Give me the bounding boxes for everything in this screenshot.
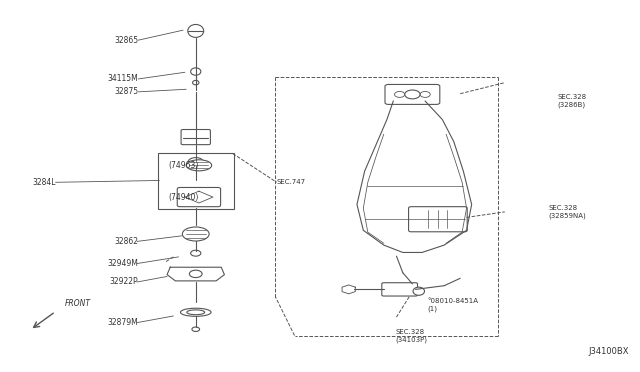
Ellipse shape [413,287,424,295]
Text: 3284L: 3284L [32,178,56,187]
FancyBboxPatch shape [181,129,211,145]
Text: SEC.328
(34103P): SEC.328 (34103P) [395,328,427,343]
Circle shape [394,92,404,97]
Ellipse shape [191,68,201,75]
FancyBboxPatch shape [177,187,221,207]
Text: (74963): (74963) [168,161,198,170]
Polygon shape [167,267,225,281]
Text: 32949M: 32949M [108,259,138,268]
Ellipse shape [180,308,211,316]
Circle shape [404,90,420,99]
Text: FRONT: FRONT [65,299,91,308]
Circle shape [188,158,204,166]
FancyBboxPatch shape [408,207,467,232]
Circle shape [192,327,200,331]
Ellipse shape [188,25,204,38]
Ellipse shape [182,227,209,241]
Text: 32875: 32875 [115,87,138,96]
Ellipse shape [193,80,199,85]
Text: 34115M: 34115M [108,74,138,83]
FancyBboxPatch shape [382,283,417,296]
Text: SEC.328
(32859NA): SEC.328 (32859NA) [548,205,586,219]
Text: SEC.328
(3286B): SEC.328 (3286B) [557,94,586,108]
Text: °08010-8451A
(1): °08010-8451A (1) [427,298,478,312]
Text: 32865: 32865 [115,36,138,45]
Circle shape [189,270,202,278]
Circle shape [420,92,430,97]
Text: J34100BX: J34100BX [589,347,629,356]
Text: 32879M: 32879M [108,318,138,327]
Text: 32922P: 32922P [110,278,138,286]
Circle shape [191,250,201,256]
Text: SEC.747: SEC.747 [276,179,306,185]
Ellipse shape [186,160,212,171]
Text: 32862: 32862 [115,237,138,246]
FancyBboxPatch shape [385,84,440,105]
Ellipse shape [187,310,205,315]
Text: (74940): (74940) [168,193,198,202]
